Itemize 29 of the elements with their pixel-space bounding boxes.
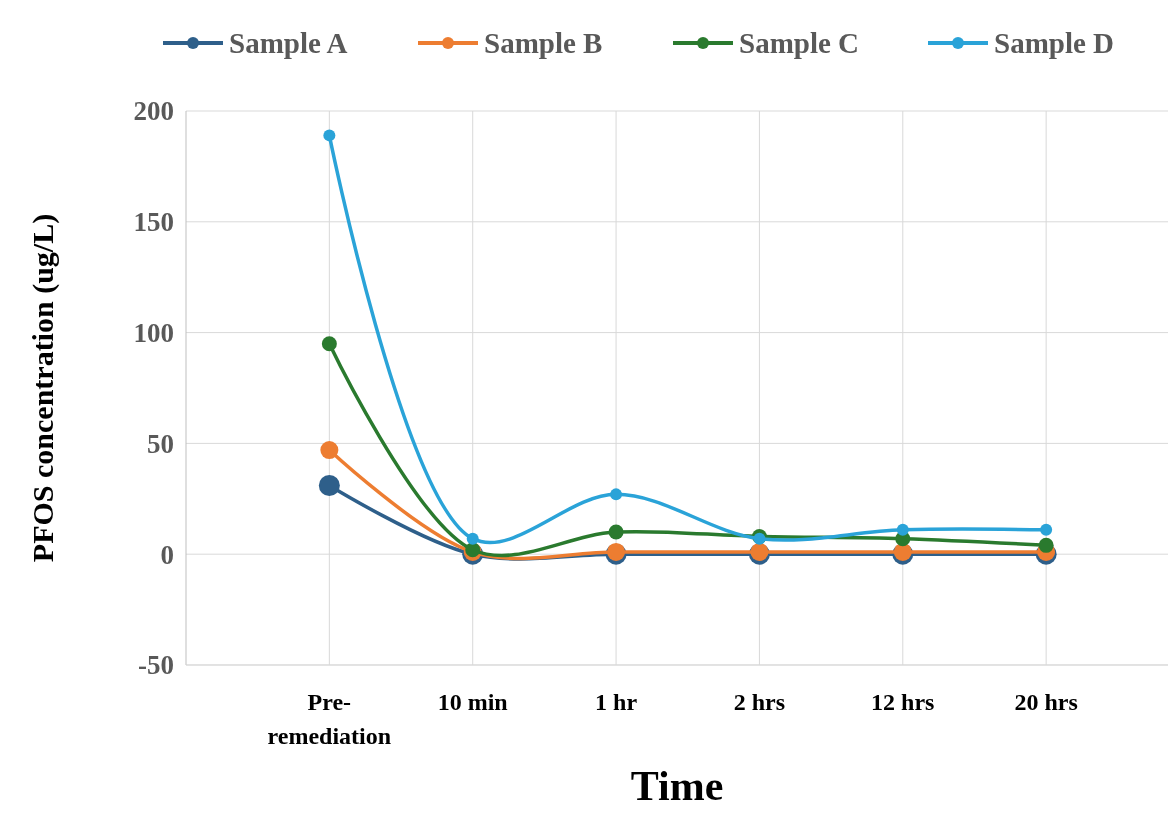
point xyxy=(610,488,623,501)
legend-label: Sample A xyxy=(229,27,348,60)
legend-label: Sample D xyxy=(994,27,1115,60)
x-axis-title: Time xyxy=(630,763,724,809)
x-tick-label: 2 hrs xyxy=(733,689,786,715)
point xyxy=(753,532,766,545)
x-tick-label: 20 hrs xyxy=(1014,689,1078,715)
y-tick-label: 150 xyxy=(133,207,174,238)
x-tick-label: 1 hr xyxy=(595,689,638,715)
point xyxy=(1038,537,1054,553)
y-tick-label: 50 xyxy=(147,428,174,459)
point xyxy=(896,523,909,536)
x-tick-label: Pre- remediation xyxy=(267,689,392,749)
point xyxy=(608,524,624,540)
x-tick-label: 10 min xyxy=(437,689,508,715)
point xyxy=(320,441,339,460)
y-tick-label: 100 xyxy=(133,318,174,349)
y-tick-label: 0 xyxy=(160,539,174,570)
x-tick-label: 12 hrs xyxy=(871,689,935,715)
y-tick-label: -50 xyxy=(138,650,174,681)
point xyxy=(323,129,336,142)
point xyxy=(1040,523,1053,536)
legend-label: Sample B xyxy=(484,27,603,60)
legend-label: Sample C xyxy=(739,27,860,60)
point xyxy=(466,532,479,545)
y-tick-label: 200 xyxy=(133,96,174,127)
y-axis-title: PFOS concentration (ug/L) xyxy=(26,213,60,563)
point xyxy=(321,336,337,352)
point xyxy=(318,475,340,496)
